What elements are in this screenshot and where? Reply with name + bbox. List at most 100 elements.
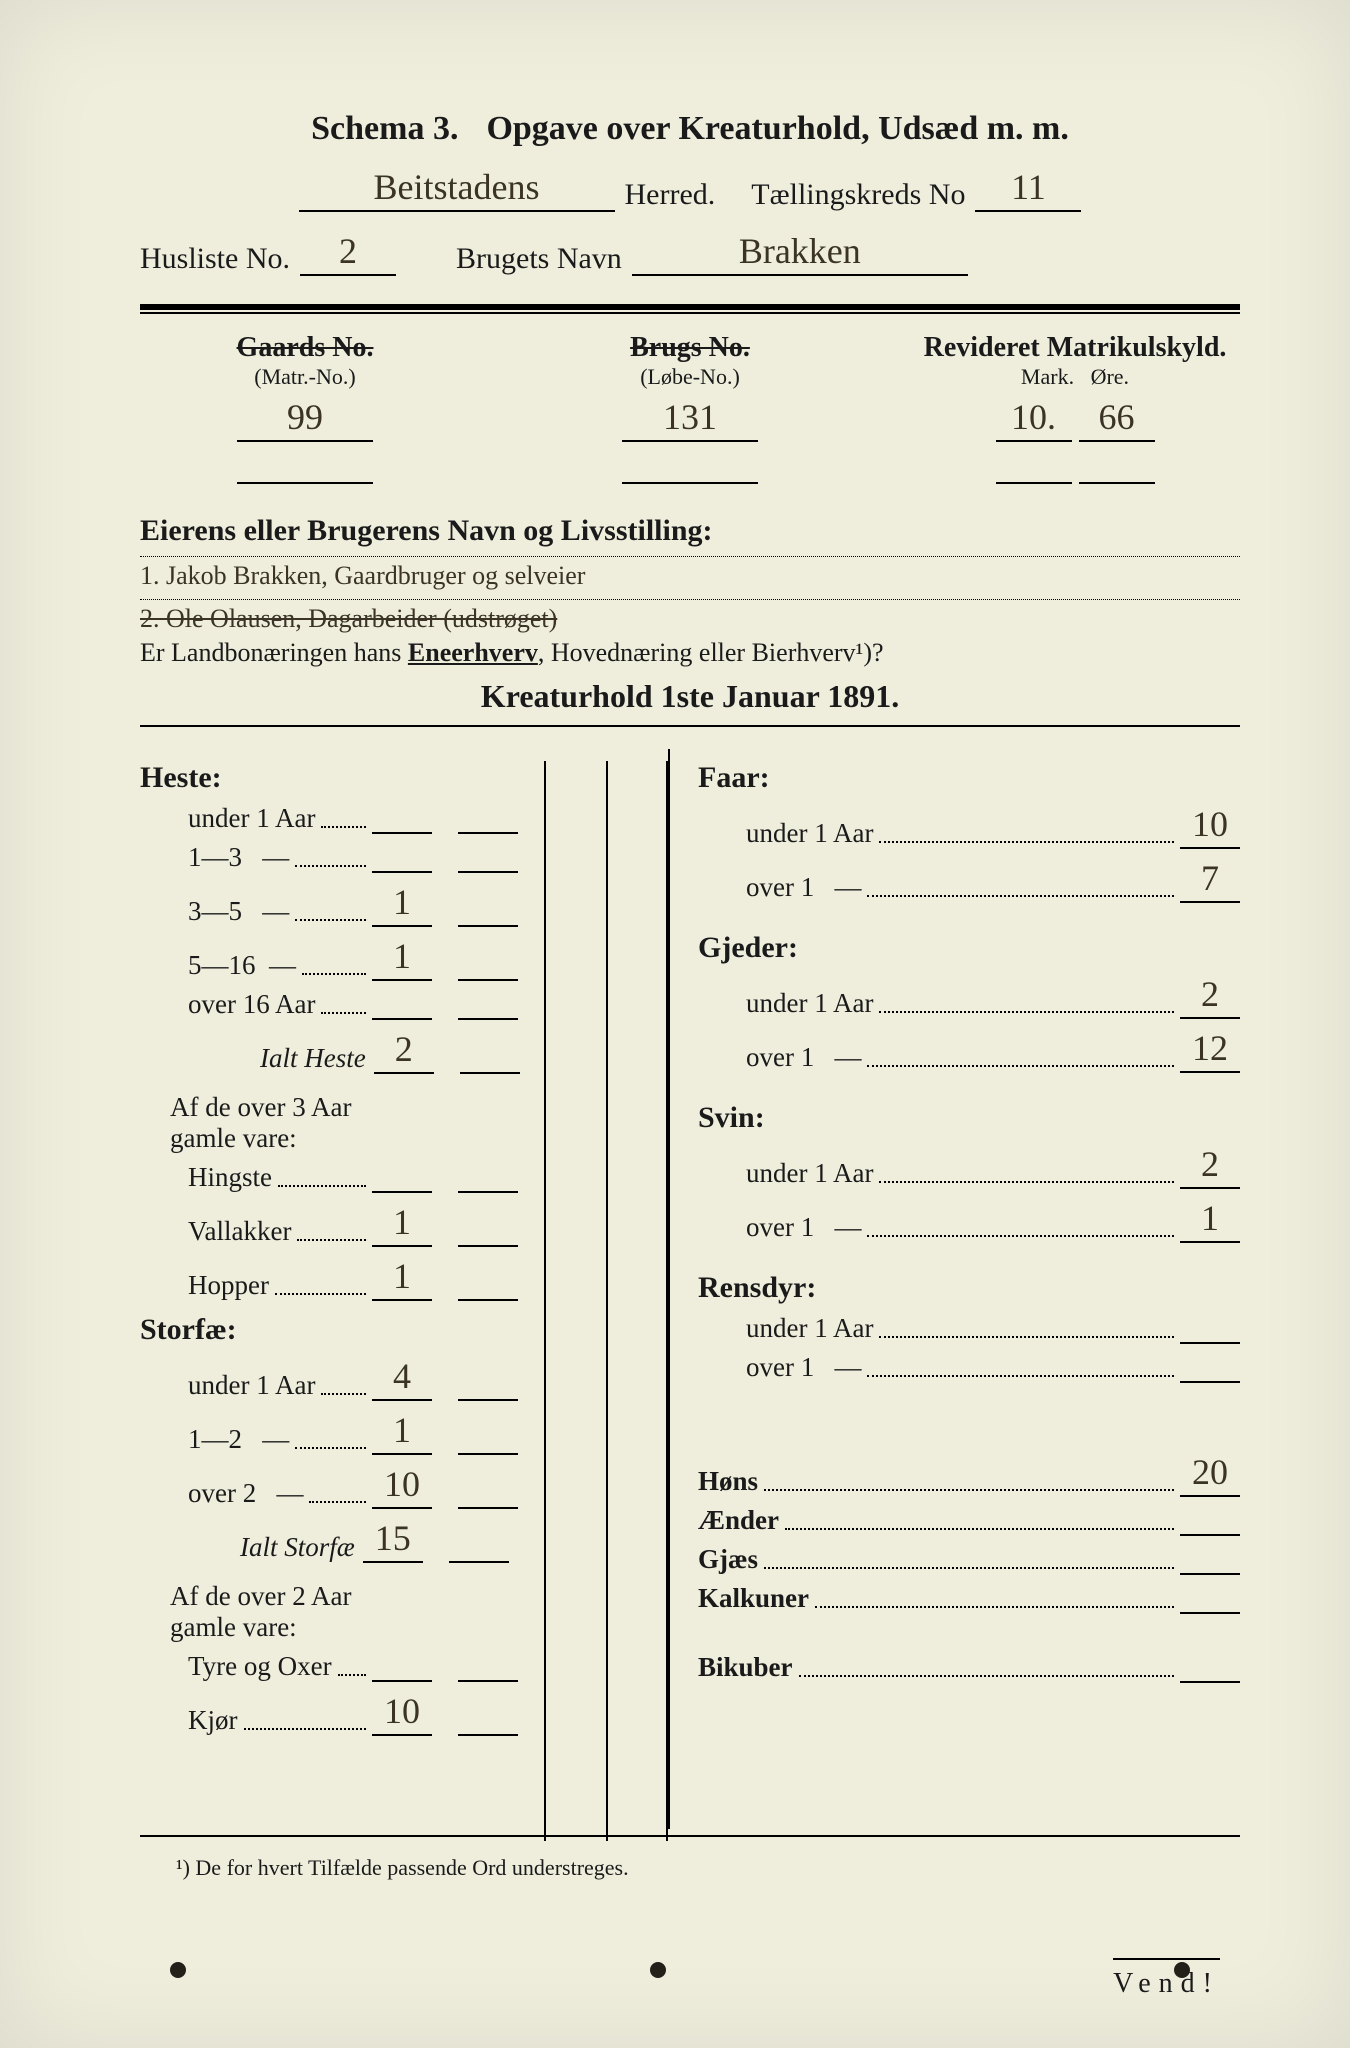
- rule-thick-1: [140, 304, 1240, 310]
- row-husliste: Husliste No. 2 Brugets Navn Brakken: [140, 230, 1240, 276]
- schema-no: Schema 3.: [311, 110, 458, 147]
- punch-hole-center: [650, 1962, 666, 1978]
- l-faar-u1: under 1 Aar: [698, 818, 873, 849]
- l-vallak: Vallakker: [140, 1216, 291, 1247]
- l-gjaes: Gjæs: [698, 1544, 758, 1575]
- l-gjed-u1: under 1 Aar: [698, 988, 873, 1019]
- l-gjed-o1: over 1 —: [698, 1042, 861, 1073]
- title-line: Schema 3. Opgave over Kreaturhold, Udsæd…: [140, 110, 1240, 148]
- matrikul-header: Gaards No. (Matr.-No.) 99 Brugs No. (Løb…: [140, 332, 1240, 484]
- cat-rensdyr: Rensdyr:: [698, 1271, 1240, 1305]
- ore-blank: [1079, 448, 1155, 484]
- l-svin-o1: over 1 —: [698, 1212, 861, 1243]
- l-rens-u1: under 1 Aar: [698, 1313, 873, 1344]
- cat-faar: Faar:: [698, 761, 1240, 795]
- matr-blank: [237, 448, 373, 484]
- ore-label: Øre.: [1091, 364, 1129, 389]
- l-kjor: Kjør: [140, 1705, 238, 1736]
- col-brugs: Brugs No. (Løbe-No.) 131: [525, 332, 855, 484]
- l-storfe-u1: under 1 Aar: [140, 1370, 315, 1401]
- v-heste-516: 1: [372, 935, 432, 981]
- col-gaard: Gaards No. (Matr.-No.) 99: [140, 332, 470, 484]
- l-kalkuner: Kalkuner: [698, 1583, 809, 1614]
- mark-value: 10.: [996, 396, 1072, 442]
- v-rens-u1: [1180, 1340, 1240, 1344]
- grid-left: Heste: under 1 Aar 1—3 — 3—5 —1 5—16 —1 …: [140, 749, 668, 1829]
- value-columns-left: [544, 761, 668, 1841]
- brugs-label: Brugs No.: [630, 332, 750, 363]
- rule-above-grid: [140, 725, 1240, 727]
- v-kjor: 10: [372, 1690, 432, 1736]
- v-vallak: 1: [372, 1201, 432, 1247]
- l-storfe-sub: Af de over 2 Aar gamle vare:: [140, 1581, 351, 1643]
- l-hopper: Hopper: [140, 1270, 269, 1301]
- v-heste-13: [372, 869, 432, 873]
- husliste-value: 2: [300, 230, 396, 276]
- footnote: ¹) De for hvert Tilfælde passende Ord un…: [140, 1855, 1240, 1881]
- vend-label: Vend!: [1113, 1958, 1220, 2000]
- lobe-blank: [622, 448, 758, 484]
- l-tyre: Tyre og Oxer: [140, 1651, 332, 1682]
- v-bikuber: [1180, 1679, 1240, 1683]
- census-form-page: Schema 3. Opgave over Kreaturhold, Udsæd…: [0, 0, 1350, 2048]
- l-rens-o1: over 1 —: [698, 1352, 861, 1383]
- livestock-grid: Heste: under 1 Aar 1—3 — 3—5 —1 5—16 —1 …: [140, 749, 1240, 1829]
- l-aender: Ænder: [698, 1505, 779, 1536]
- v-aender: [1180, 1532, 1240, 1536]
- v-hopper: 1: [372, 1255, 432, 1301]
- row-herred: Beitstadens Herred. Tællingskreds No 11: [140, 166, 1240, 212]
- l-heste-516: 5—16 —: [140, 950, 296, 981]
- underlined-eneerhverv: Eneerhverv: [408, 638, 538, 667]
- cat-svin: Svin:: [698, 1101, 1240, 1135]
- census-heading: Kreaturhold 1ste Januar 1891.: [140, 678, 1240, 715]
- l-bikuber: Bikuber: [698, 1652, 793, 1683]
- v-storfe-12: 1: [372, 1409, 432, 1455]
- v-kalkuner: [1180, 1610, 1240, 1614]
- l-hingste: Hingste: [140, 1162, 272, 1193]
- cat-heste: Heste:: [140, 761, 518, 795]
- v-faar-u1: 10: [1180, 803, 1240, 849]
- l-storfe-tot: Ialt Storfæ: [140, 1532, 355, 1563]
- l-heste-o16: over 16 Aar: [140, 989, 315, 1020]
- v-heste-o16: [372, 1016, 432, 1020]
- v-heste-u1: [372, 830, 432, 834]
- v-hingste: [372, 1189, 432, 1193]
- l-storfe-o2: over 2 —: [140, 1478, 303, 1509]
- v-gjaes: [1180, 1571, 1240, 1575]
- v-tyre: [372, 1678, 432, 1682]
- v-heste-tot: 2: [374, 1028, 434, 1074]
- mark-label: Mark.: [1021, 364, 1074, 389]
- herred-value: Beitstadens: [299, 166, 615, 212]
- brugets-label: Brugets Navn: [456, 242, 622, 276]
- l-hons: Høns: [698, 1466, 758, 1497]
- punch-hole-left: [170, 1962, 186, 1978]
- v-storfe-o2: 10: [372, 1463, 432, 1509]
- l-heste-13: 1—3 —: [140, 842, 289, 873]
- question-line: Er Landbonæringen hans Eneerhverv, Hoved…: [140, 638, 1240, 668]
- l-storfe-12: 1—2 —: [140, 1424, 289, 1455]
- kreds-label: Tællingskreds No: [751, 178, 965, 212]
- v-svin-o1: 1: [1180, 1197, 1240, 1243]
- v-rens-o1: [1180, 1379, 1240, 1383]
- grid-right: Faar: under 1 Aar 10 over 1 — 7 Gjeder: un…: [668, 749, 1240, 1829]
- owner-line-1: 1. Jakob Brakken, Gaardbruger og selveie…: [140, 556, 1240, 591]
- lobe-value: 131: [622, 396, 758, 442]
- col-revideret: Revideret Matrikulskyld. Mark. Øre. 10. …: [910, 332, 1240, 484]
- mark-blank: [996, 448, 1072, 484]
- l-heste-tot: Ialt Heste: [140, 1043, 366, 1074]
- gaard-label: Gaards No.: [237, 332, 374, 363]
- herred-label: Herred.: [625, 178, 716, 212]
- ore-value: 66: [1079, 396, 1155, 442]
- l-faar-o1: over 1 —: [698, 872, 861, 903]
- cat-gjeder: Gjeder:: [698, 931, 1240, 965]
- page-title: Opgave over Kreaturhold, Udsæd m. m.: [486, 110, 1068, 147]
- v-gjed-u1: 2: [1180, 973, 1240, 1019]
- matr-label: (Matr.-No.): [140, 364, 470, 390]
- rev-label: Revideret Matrikulskyld.: [910, 332, 1240, 364]
- v-faar-o1: 7: [1180, 857, 1240, 903]
- v-hons: 20: [1180, 1451, 1240, 1497]
- l-svin-u1: under 1 Aar: [698, 1158, 873, 1189]
- l-heste-u1: under 1 Aar: [140, 803, 315, 834]
- matr-value: 99: [237, 396, 373, 442]
- v-svin-u1: 2: [1180, 1143, 1240, 1189]
